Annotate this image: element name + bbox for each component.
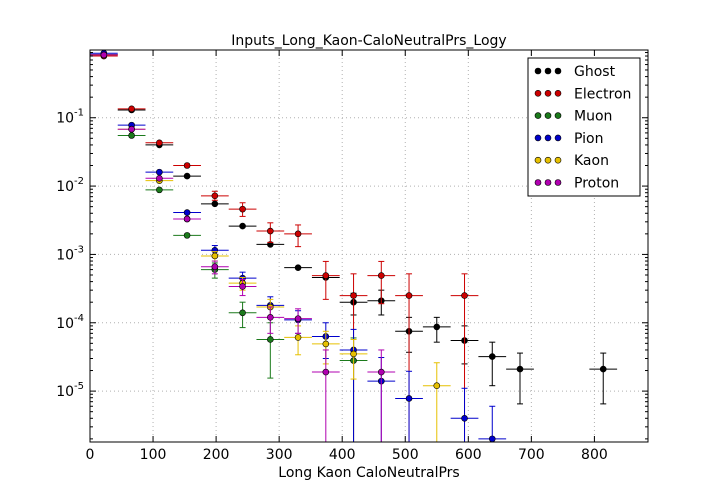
legend-entry-ghost: Ghost [534,64,616,80]
data-point [294,334,302,341]
chart-title: Inputs_Long_Kaon-CaloNeutralPrs_Logy [231,33,506,49]
legend-label: Pion [574,131,603,147]
legend-label: Proton [574,176,619,192]
legend-marker [554,67,562,75]
x-axis-label: Long Kaon CaloNeutralPrs [278,465,459,481]
x-tick-label: 100 [140,447,167,463]
data-point [405,395,413,402]
data-point [377,368,385,376]
legend-marker [544,134,552,142]
data-layer [90,49,618,443]
data-point [211,263,219,271]
data-point [405,292,413,299]
data-point [516,365,524,373]
x-tick-label: 300 [266,447,293,463]
y-tick-label: 10-1 [56,108,84,127]
data-point [488,353,496,360]
data-point [183,209,191,216]
y-tick-label: 10-4 [56,313,84,332]
legend-marker [534,134,542,142]
legend-marker [544,67,552,75]
data-point [267,314,274,321]
legend-entry-muon: Muon [534,109,612,125]
data-point [183,172,191,180]
data-point [433,323,441,331]
data-point [183,232,191,239]
x-tick-label: 200 [203,447,230,463]
data-point [599,365,607,373]
x-tick-label: 600 [455,447,482,463]
legend-marker [544,90,552,97]
data-point [267,336,274,343]
legend-marker [554,112,562,119]
legend-marker [554,90,562,97]
data-point [156,139,163,147]
legend-box [527,57,641,197]
legend-entry-proton: Proton [534,176,619,192]
data-point [239,205,246,213]
x-tick-label: 700 [518,447,545,463]
data-point [156,174,163,182]
data-point [239,283,246,290]
data-point [128,132,135,139]
series-proton [90,51,396,442]
legend-label: Ghost [574,64,616,80]
data-point [239,309,246,317]
data-point [128,105,135,113]
x-tick-label: 400 [329,447,356,463]
data-point [433,382,441,389]
data-point [128,125,135,133]
data-point [294,315,302,322]
data-point [461,292,468,299]
data-point [294,230,302,238]
data-point [100,51,108,59]
data-point [267,227,274,235]
legend-entry-pion: Pion [534,131,603,147]
legend-marker [544,112,552,119]
x-tick-label: 0 [86,447,95,463]
plot-frame [89,49,649,443]
y-tick-label: 10-3 [56,244,84,263]
legend: Ghost Electron Muon Pion Kaon Proton [527,57,641,197]
legend-marker [534,67,542,75]
data-point [156,168,163,176]
legend-marker [544,179,552,186]
x-tick-label: 800 [581,447,608,463]
legend-marker [554,179,562,186]
data-point [156,186,163,194]
legend-entry-kaon: Kaon [534,153,609,169]
data-point [211,192,219,200]
x-tick-label: 500 [392,447,419,463]
data-point [488,435,496,443]
legend-marker [534,112,542,119]
y-tick-label: 10-5 [56,381,84,400]
legend-entry-electron: Electron [534,86,631,102]
data-point [294,264,302,271]
legend-marker [554,134,562,142]
data-point [377,272,385,279]
y-tick-label: 10-2 [56,176,84,195]
legend-label: Electron [574,86,631,102]
legend-label: Muon [574,109,612,125]
data-point [350,292,357,299]
legend-marker [554,156,562,164]
legend-label: Kaon [574,153,609,169]
data-point [461,415,468,422]
legend-marker [534,90,542,97]
legend-marker [544,156,552,164]
legend-marker [534,179,542,186]
data-point [211,200,219,208]
legend-marker [534,156,542,164]
data-point [239,222,246,230]
data-point [350,350,357,358]
data-point [183,162,191,169]
data-point [322,340,330,348]
data-point [322,272,330,279]
data-point [211,252,219,260]
data-point [322,368,330,376]
ticks: 0 100 200 300 400 500 600 700 800 10-1 10-2 10-3 10-… [56,50,648,463]
data-point [183,215,191,223]
